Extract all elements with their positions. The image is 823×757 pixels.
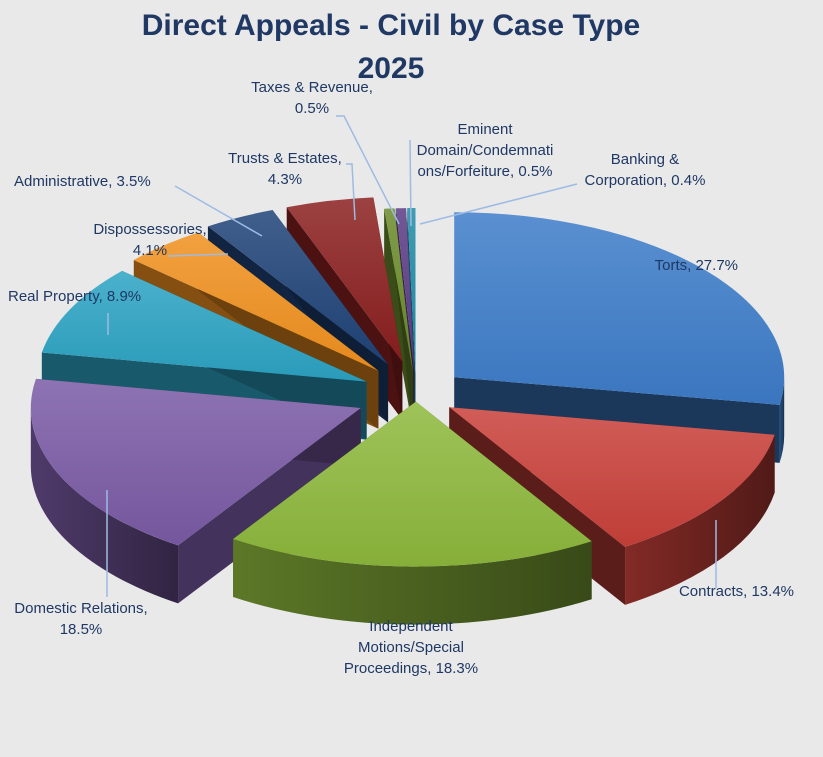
slice-wall — [384, 208, 414, 432]
slice-top — [449, 407, 775, 547]
data-label: Banking & Corporation, 0.4% — [585, 151, 706, 189]
data-label: Contracts, 13.4% — [679, 583, 794, 600]
data-label: Dispossessories, 4.1% — [93, 221, 206, 259]
data-labels: Torts, 27.7% Contracts, 13.4% Independent M… — [8, 79, 794, 677]
slice-side — [30, 407, 179, 604]
slice-side — [625, 434, 775, 605]
data-label: Real Property, 8.9% — [8, 288, 141, 305]
pie-slice-independent-motions-special-proceedings — [233, 401, 592, 625]
slice-top — [233, 401, 592, 567]
data-label: Domestic Relations, 18.5% — [14, 600, 147, 638]
leader-line — [174, 185, 263, 237]
slice-side — [779, 377, 785, 463]
slice-side — [233, 538, 592, 625]
chart-subtitle: 2025 — [358, 52, 425, 85]
slice-top — [207, 210, 389, 365]
leader-lines — [106, 115, 717, 597]
slice-top — [395, 208, 415, 374]
data-label: Independent Motions/Special Proceedings, 1… — [344, 618, 478, 677]
data-label: Torts, 27.7% — [655, 257, 738, 274]
slice-top — [30, 378, 361, 546]
data-label: Taxes & Revenue, 0.5% — [251, 79, 373, 117]
leader-line — [167, 253, 229, 257]
slice-top — [41, 270, 367, 382]
leader-line — [346, 163, 356, 221]
data-label: Administrative, 3.5% — [14, 173, 151, 190]
pie-slice-domestic-relations — [30, 378, 361, 604]
slice-top — [286, 197, 403, 362]
pie-slice-taxes-revenue — [384, 208, 414, 432]
leader-line — [336, 115, 400, 225]
data-label: Trusts & Estates, 4.3% — [228, 150, 342, 188]
slice-top — [454, 212, 785, 405]
leader-line — [419, 183, 578, 225]
slice-top — [384, 208, 414, 374]
slice-top — [133, 232, 379, 371]
pie-slices — [30, 197, 785, 625]
slice-top — [407, 208, 416, 374]
leader-line — [409, 139, 412, 227]
chart-title: Direct Appeals - Civil by Case Type — [142, 9, 641, 42]
data-label: Eminent Domain/Condemnati ons/Forfeiture, … — [417, 121, 554, 180]
